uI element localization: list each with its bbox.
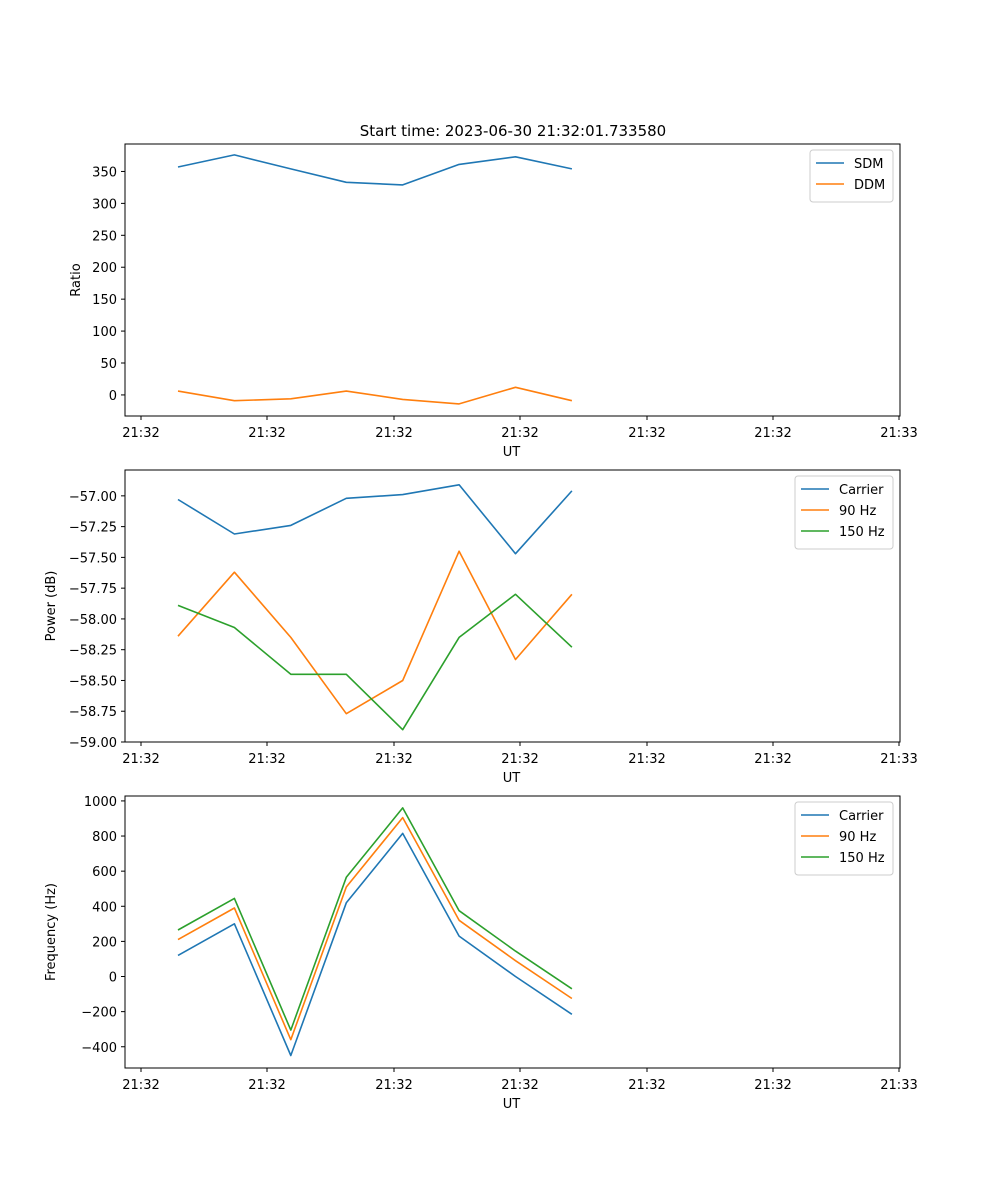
x-tick-label: 21:32 [375,1078,412,1093]
x-tick-label: 21:32 [501,426,538,441]
series-line-90-hz [177,550,573,715]
x-axis-label: UT [503,1097,521,1112]
legend-label: 90 Hz [839,504,876,519]
y-tick-label: −57.75 [69,582,117,597]
y-tick-label: 600 [92,865,117,880]
y-axis-label: Power (dB) [44,571,59,642]
y-tick-label: 200 [92,935,117,950]
panel-3: −400 −200 0 200 400 600 800 1000 21:32 21:32 21:32… [44,795,918,1112]
panel-1: 0 50 100 150 200 250 300 350 21:32 21:32 21:32 21:3… [69,143,918,460]
y-tick-label: 50 [100,357,117,372]
y-tick-label: 100 [92,325,117,340]
panel-2: −59.00 −58.75 −58.50 −58.25 −58.00 −57.75 −57.… [44,469,918,786]
x-tick-label: 21:32 [501,1078,538,1093]
legend-label: 90 Hz [839,830,876,845]
legend-label: 150 Hz [839,851,885,866]
axes-frame [124,143,901,417]
x-axis-label: UT [503,445,521,460]
x-tick-label: 21:32 [628,426,665,441]
y-tick-label: 200 [92,261,117,276]
y-tick-label: −58.25 [69,644,117,659]
chart-title: Start time: 2023-06-30 21:32:01.733580 [360,122,666,140]
legend-label: 150 Hz [839,525,885,540]
x-tick-label: 21:32 [754,752,791,767]
y-tick-label: 400 [92,900,117,915]
x-tick-label: 21:32 [122,1078,159,1093]
x-tick-label: 21:32 [248,1078,285,1093]
y-tick-label: −57.50 [69,551,117,566]
y-tick-label: 1000 [84,795,117,810]
x-tick-label: 21:32 [628,1078,665,1093]
y-tick-label: 0 [109,389,117,404]
panels: 0 50 100 150 200 250 300 350 21:32 21:32 21:32 21:3… [44,143,918,1112]
series-line-150-hz [177,593,573,731]
y-axis-label: Ratio [69,263,84,296]
legend-label: DDM [854,178,885,193]
legend: Carrier 90 Hz 150 Hz [794,475,894,550]
series-line-150-hz [177,807,573,1031]
y-tick-label: −59.00 [69,736,117,751]
x-tick-label: 21:32 [754,426,791,441]
y-tick-label: 800 [92,830,117,845]
x-tick-label: 21:32 [754,1078,791,1093]
legend-label: Carrier [839,483,884,498]
x-tick-label: 21:33 [880,1078,917,1093]
x-tick-label: 21:32 [248,426,285,441]
y-tick-label: −400 [81,1041,117,1056]
y-tick-label: 300 [92,197,117,212]
y-tick-label: −57.00 [69,490,117,505]
x-tick-label: 21:32 [248,752,285,767]
axes-frame [124,469,901,743]
y-tick-label: 0 [109,971,117,986]
x-tick-label: 21:32 [501,752,538,767]
series-line-sdm [177,154,573,186]
x-tick-label: 21:33 [880,752,917,767]
y-tick-label: −58.50 [69,674,117,689]
y-tick-label: 150 [92,293,117,308]
x-axis-label: UT [503,771,521,786]
legend: SDM DDM [809,149,894,203]
y-tick-label: −58.00 [69,613,117,628]
series-line-carrier [177,483,573,555]
x-tick-label: 21:33 [880,426,917,441]
series-line-carrier [177,832,573,1057]
x-tick-label: 21:32 [122,752,159,767]
legend: Carrier 90 Hz 150 Hz [794,801,894,876]
series-line-ddm [177,386,573,405]
legend-label: SDM [854,157,883,172]
y-tick-label: 350 [92,165,117,180]
x-tick-label: 21:32 [375,426,412,441]
y-tick-label: −58.75 [69,705,117,720]
y-tick-label: −200 [81,1006,117,1021]
y-tick-label: −57.25 [69,521,117,536]
series-line-90-hz [177,816,573,1041]
x-tick-label: 21:32 [375,752,412,767]
y-tick-label: 250 [92,229,117,244]
x-tick-label: 21:32 [628,752,665,767]
x-tick-label: 21:32 [122,426,159,441]
y-axis-label: Frequency (Hz) [44,883,59,981]
axes-frame [124,795,901,1069]
legend-label: Carrier [839,809,884,824]
